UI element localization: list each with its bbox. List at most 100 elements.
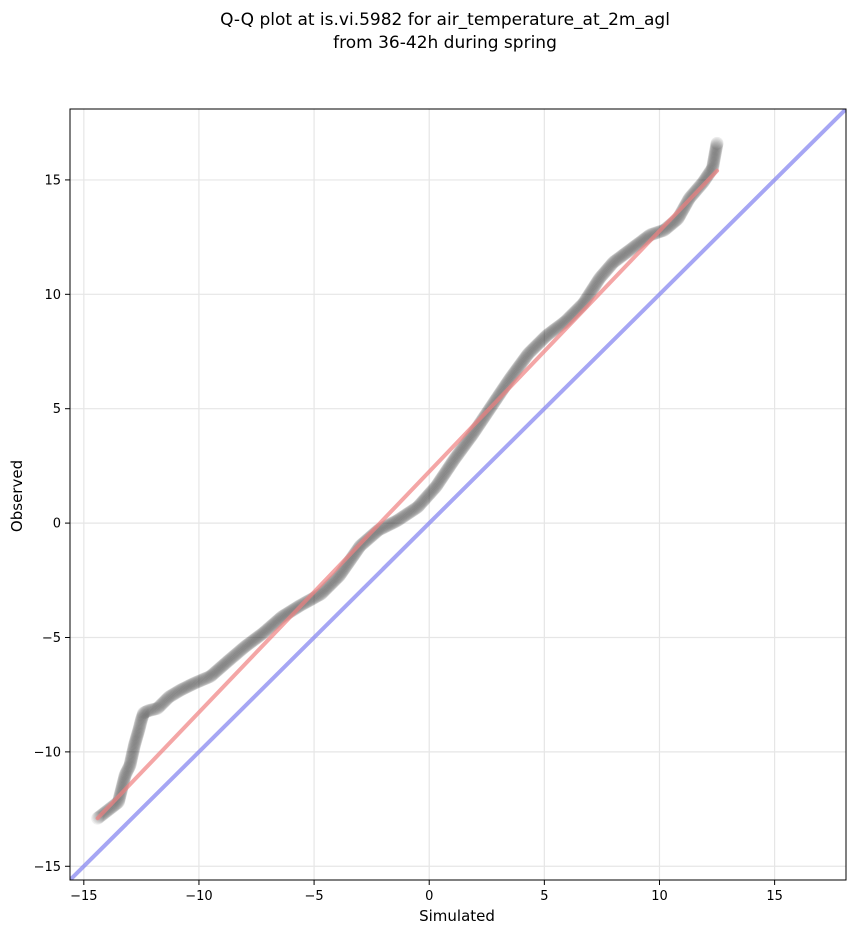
quantile-point	[122, 760, 136, 774]
quantile-point	[133, 718, 147, 732]
quantile-point	[331, 570, 345, 584]
quantile-point	[709, 140, 723, 154]
quantile-point	[445, 455, 459, 469]
quantile-point	[149, 702, 163, 716]
quantile-point	[124, 755, 138, 769]
quantile-point	[134, 713, 148, 727]
quantile-point	[606, 256, 620, 270]
quantile-point	[135, 711, 149, 725]
quantile-point	[599, 264, 613, 278]
quantile-point	[428, 480, 442, 494]
quantile-point	[548, 322, 562, 336]
quantile-point	[707, 151, 721, 165]
quantile-point	[477, 410, 491, 424]
quantile-point	[165, 688, 179, 702]
quantile-point	[442, 461, 456, 475]
quantile-point	[443, 459, 457, 473]
quantile-point	[616, 248, 630, 262]
quantile-point	[259, 623, 273, 637]
quantile-point	[135, 712, 149, 726]
x-tick-label: 15	[766, 889, 783, 904]
quantile-point	[127, 742, 141, 756]
quantile-point	[603, 259, 617, 273]
quantile-point	[248, 632, 262, 646]
quantile-point	[607, 255, 621, 269]
quantile-point	[710, 136, 724, 150]
quantile-point	[513, 358, 527, 372]
quantile-point	[401, 507, 415, 521]
quantile-point	[418, 492, 432, 506]
quantile-point	[615, 249, 629, 263]
quantile-point	[409, 502, 423, 516]
plot-area: −15 −10 −5 0 5 10 15 −15 −10 −5 0 5 10 15	[34, 108, 847, 904]
quantile-point	[133, 717, 147, 731]
quantile-point	[541, 328, 555, 342]
quantile-point	[450, 449, 464, 463]
quantile-point	[130, 731, 144, 745]
quantile-point	[538, 330, 552, 344]
quantile-point	[236, 641, 250, 655]
quantile-point	[251, 630, 265, 644]
quantile-point	[139, 705, 153, 719]
quantile-point	[439, 465, 453, 479]
quantile-point	[531, 337, 545, 351]
quantile-point	[539, 329, 553, 343]
quantile-point	[231, 646, 245, 660]
quantile-point	[383, 517, 397, 531]
quantile-point	[129, 733, 143, 747]
quantile-point	[434, 473, 448, 487]
quantile-point	[461, 434, 475, 448]
quantile-point	[435, 471, 449, 485]
y-tick-label: −15	[34, 860, 61, 875]
quantile-point	[412, 498, 426, 512]
quantile-point	[518, 351, 532, 365]
quantile-point	[460, 435, 474, 449]
x-tick-label: −15	[70, 889, 97, 904]
quantile-point	[509, 364, 523, 378]
quantile-point	[168, 687, 182, 701]
quantile-point	[118, 770, 132, 784]
quantile-point	[141, 704, 155, 718]
quantile-point	[606, 255, 620, 269]
quantile-point	[245, 634, 259, 648]
quantile-point	[452, 446, 466, 460]
quantile-point	[226, 650, 240, 664]
quantile-point	[136, 708, 150, 722]
quantile-point	[697, 174, 711, 188]
quantile-point	[453, 445, 467, 459]
quantile-point	[219, 656, 233, 670]
quantile-point	[492, 388, 506, 402]
quantile-point	[537, 331, 551, 345]
quantile-point	[237, 640, 251, 654]
quantile-point	[103, 802, 117, 816]
quantile-point	[136, 707, 150, 721]
quantile-point	[530, 338, 544, 352]
quantile-point	[511, 360, 525, 374]
quantile-point	[709, 143, 723, 157]
quantile-point	[624, 242, 638, 256]
quantile-point	[514, 357, 528, 371]
quantile-point	[224, 652, 238, 666]
quantile-point	[398, 509, 412, 523]
quantile-point	[476, 411, 490, 425]
quantile-point	[591, 273, 605, 287]
quantile-point	[144, 703, 158, 717]
quantile-point	[243, 636, 257, 650]
quantile-point	[242, 637, 256, 651]
quantile-point	[129, 732, 143, 746]
quantile-point	[608, 254, 622, 268]
quantile-point	[263, 620, 277, 634]
quantile-point	[264, 619, 278, 633]
quantile-point	[126, 744, 140, 758]
quantile-point	[260, 623, 274, 637]
quantile-point	[507, 366, 521, 380]
quantile-point	[123, 759, 137, 773]
quantile-point	[183, 679, 197, 693]
quantile-point	[404, 504, 418, 518]
quantile-point	[593, 271, 607, 285]
quantile-point	[523, 345, 537, 359]
quantile-point	[611, 252, 625, 266]
quantile-point	[617, 248, 631, 262]
quantile-point	[128, 736, 142, 750]
quantile-point	[172, 684, 186, 698]
